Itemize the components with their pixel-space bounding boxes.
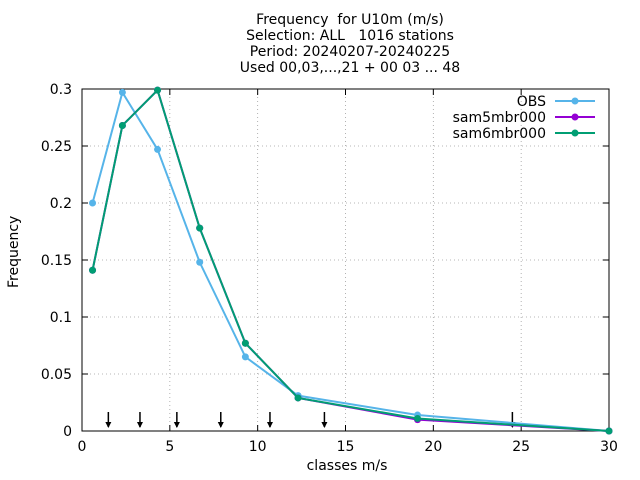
class-boundary-arrow bbox=[321, 412, 328, 428]
y-axis-label: Frequency bbox=[6, 215, 22, 288]
y-tick-label: 0.3 bbox=[50, 82, 72, 98]
arrow-head bbox=[105, 422, 112, 428]
legend-label: sam6mbr000 bbox=[453, 126, 546, 142]
chart-title-line-2: Selection: ALL 1016 stations bbox=[246, 28, 454, 44]
x-tick-label: 10 bbox=[249, 439, 267, 455]
arrow-head bbox=[173, 422, 180, 428]
x-tick-label: 15 bbox=[337, 439, 355, 455]
y-tick-label: 0.15 bbox=[41, 253, 72, 269]
data-point bbox=[89, 266, 97, 274]
data-point bbox=[605, 427, 613, 435]
data-point bbox=[89, 199, 97, 207]
y-tick-label: 0.2 bbox=[50, 196, 72, 212]
x-tick-label: 25 bbox=[512, 439, 530, 455]
chart-title-line-4: Used 00,03,...,21 + 00 03 ... 48 bbox=[239, 60, 461, 76]
x-tick-label: 30 bbox=[600, 439, 618, 455]
data-point bbox=[118, 88, 126, 96]
legend-label: OBS bbox=[517, 94, 546, 110]
class-boundary-arrow bbox=[217, 412, 224, 428]
series-sam6mbr000 bbox=[89, 86, 613, 435]
data-point bbox=[196, 258, 204, 266]
y-tick-label: 0.05 bbox=[41, 367, 72, 383]
data-point bbox=[241, 339, 249, 347]
legend-label: sam5mbr000 bbox=[453, 110, 546, 126]
data-point bbox=[118, 121, 126, 129]
data-point bbox=[196, 224, 204, 232]
x-axis-label: classes m/s bbox=[306, 458, 388, 474]
y-tick-label: 0.1 bbox=[50, 310, 72, 326]
arrow-head bbox=[321, 422, 328, 428]
y-tick-label: 0 bbox=[63, 424, 72, 440]
series-line bbox=[91, 88, 610, 432]
legend-entry: OBS bbox=[517, 94, 595, 110]
class-boundary-arrow bbox=[173, 412, 180, 428]
chart-title-line-3: Period: 20240207-20240225 bbox=[249, 44, 451, 60]
data-point bbox=[154, 145, 162, 153]
class-boundary-arrow bbox=[266, 412, 273, 428]
y-axis-ticks: 0 0.05 0.1 0.15 0.2 0.25 0.3 bbox=[41, 82, 609, 440]
x-tick-label: 0 bbox=[78, 439, 87, 455]
legend-entry: sam5mbr000 bbox=[453, 110, 595, 126]
arrow-head bbox=[266, 422, 273, 428]
series-lines bbox=[89, 86, 613, 435]
series-line bbox=[91, 89, 610, 432]
data-point bbox=[294, 394, 302, 402]
chart-title-line-1: Frequency for U10m (m/s) bbox=[256, 12, 444, 28]
x-axis-ticks: 0 5 10 15 20 25 30 bbox=[78, 89, 618, 455]
data-point bbox=[241, 353, 249, 361]
class-boundary-arrow bbox=[105, 412, 112, 428]
data-point bbox=[154, 86, 162, 94]
legend-marker bbox=[571, 113, 579, 121]
x-tick-label: 5 bbox=[165, 439, 174, 455]
arrow-head bbox=[136, 422, 143, 428]
data-point bbox=[414, 414, 422, 422]
legend-entry: sam6mbr000 bbox=[453, 126, 595, 142]
legend-marker bbox=[571, 97, 579, 105]
grid-lines bbox=[82, 89, 609, 431]
legend-marker bbox=[571, 129, 579, 137]
x-tick-label: 20 bbox=[424, 439, 442, 455]
arrow-head bbox=[217, 422, 224, 428]
class-boundary-arrow bbox=[136, 412, 143, 428]
y-tick-label: 0.25 bbox=[41, 139, 72, 155]
